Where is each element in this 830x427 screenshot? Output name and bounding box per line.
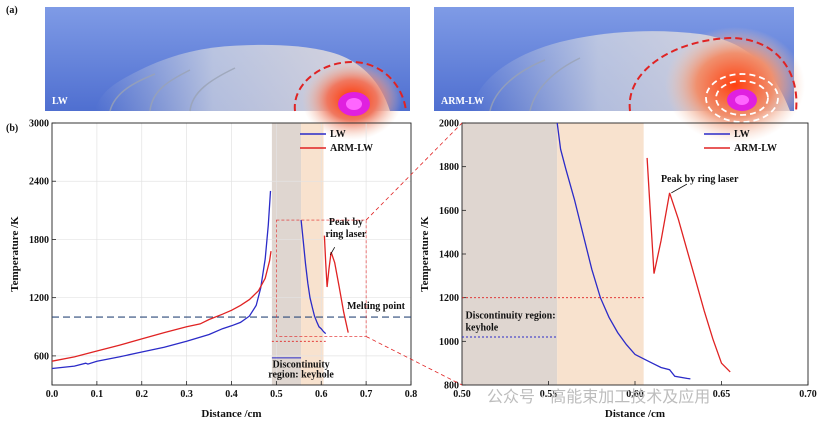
annotation-line: ring laser bbox=[326, 229, 367, 240]
discontinuity-region-1 bbox=[557, 123, 644, 385]
y-tick-label-1: 1200 bbox=[29, 293, 49, 304]
y-tick-label-1: 1000 bbox=[439, 337, 459, 348]
annotation-1: Peak by ring laser bbox=[661, 174, 739, 185]
x-tick-label-8: 0.8 bbox=[405, 389, 418, 400]
discontinuity-region-1 bbox=[301, 123, 324, 385]
watermark: 公众号 · 高能束加工技术及应用 bbox=[487, 387, 710, 406]
sim-image-arm-lw: ARM-LW bbox=[434, 7, 805, 143]
x-tick-label-6: 0.6 bbox=[315, 389, 328, 400]
legend-label-arm-lw: ARM-LW bbox=[734, 143, 777, 154]
sim-label-arm-lw: ARM-LW bbox=[441, 96, 484, 107]
legend-label-arm-lw: ARM-LW bbox=[330, 143, 373, 154]
annotation-0: Discontinuity region: keyhole bbox=[268, 360, 334, 381]
y-tick-label-4: 1600 bbox=[439, 206, 459, 217]
melting-point-label: Melting point bbox=[347, 301, 406, 312]
y-axis-label: Temperature /K bbox=[9, 216, 21, 292]
annotation-line: Peak by bbox=[329, 217, 363, 228]
y-tick-label-2: 1800 bbox=[29, 235, 49, 246]
y-tick-label-6: 2000 bbox=[439, 119, 459, 130]
x-axis-label: Distance /cm bbox=[605, 408, 665, 420]
x-tick-label-3: 0.65 bbox=[713, 389, 731, 400]
x-tick-label-3: 0.3 bbox=[180, 389, 193, 400]
annotation-line: Discontinuity region: bbox=[465, 310, 555, 321]
annotation-line: region: keyhole bbox=[268, 370, 334, 381]
x-tick-label-2: 0.60 bbox=[626, 389, 644, 400]
chart-right: 0.50 0.55 0.60 0.65 0.70 800 1000 1200 1400 1600 1… bbox=[419, 119, 817, 421]
y-tick-label-3: 2400 bbox=[29, 177, 49, 188]
sim-image-lw: LW bbox=[45, 7, 410, 140]
peak-arrow bbox=[329, 247, 336, 256]
annotation-line: Discontinuity bbox=[272, 360, 329, 371]
legend-label-lw: LW bbox=[734, 129, 750, 140]
legend-label-lw: LW bbox=[330, 129, 346, 140]
y-tick-label-5: 1800 bbox=[439, 162, 459, 173]
y-tick-label-3: 1400 bbox=[439, 250, 459, 261]
panel-a-label: (a) bbox=[6, 5, 18, 16]
y-tick-label-0: 600 bbox=[34, 351, 49, 362]
panel-b-label: (b) bbox=[6, 123, 18, 134]
x-tick-label-1: 0.1 bbox=[91, 389, 104, 400]
y-axis-label: Temperature /K bbox=[419, 216, 431, 292]
annotation-0: Discontinuity region: keyhole bbox=[465, 310, 555, 333]
peak-arrow bbox=[671, 183, 688, 194]
annotation-1: Peak by ring laser bbox=[326, 217, 367, 240]
series-arm-lw-line-1 bbox=[323, 235, 349, 333]
x-axis-label: Distance /cm bbox=[201, 408, 261, 420]
series-lw-line-0 bbox=[556, 122, 691, 380]
x-tick-label-5: 0.5 bbox=[270, 389, 283, 400]
series-lw-line-1 bbox=[300, 219, 327, 335]
x-tick-label-1: 0.55 bbox=[540, 389, 558, 400]
x-tick-label-7: 0.7 bbox=[360, 389, 373, 400]
x-tick-label-0: 0.50 bbox=[453, 389, 471, 400]
series-arm-lw-line-0 bbox=[51, 251, 272, 362]
y-tick-label-2: 1200 bbox=[439, 293, 459, 304]
x-tick-label-4: 0.70 bbox=[799, 389, 817, 400]
series-lw-line-0 bbox=[51, 190, 272, 370]
sim-label-lw: LW bbox=[52, 96, 68, 107]
y-tick-label-4: 3000 bbox=[29, 119, 49, 130]
zoom-connectors bbox=[276, 122, 463, 386]
series-arm-lw-line-0 bbox=[646, 157, 731, 373]
chart-left: 0.0 0.1 0.2 0.3 0.4 0.5 0.6 0.7 0.8 600 1200 1800 24… bbox=[9, 119, 417, 421]
x-tick-label-2: 0.2 bbox=[136, 389, 149, 400]
discontinuity-region-0 bbox=[462, 123, 558, 385]
y-tick-label-0: 800 bbox=[444, 381, 459, 392]
annotation-line: Peak by ring laser bbox=[661, 174, 739, 185]
x-tick-label-4: 0.4 bbox=[225, 389, 238, 400]
annotation-line: keyhole bbox=[465, 322, 498, 333]
x-tick-label-0: 0.0 bbox=[46, 389, 59, 400]
